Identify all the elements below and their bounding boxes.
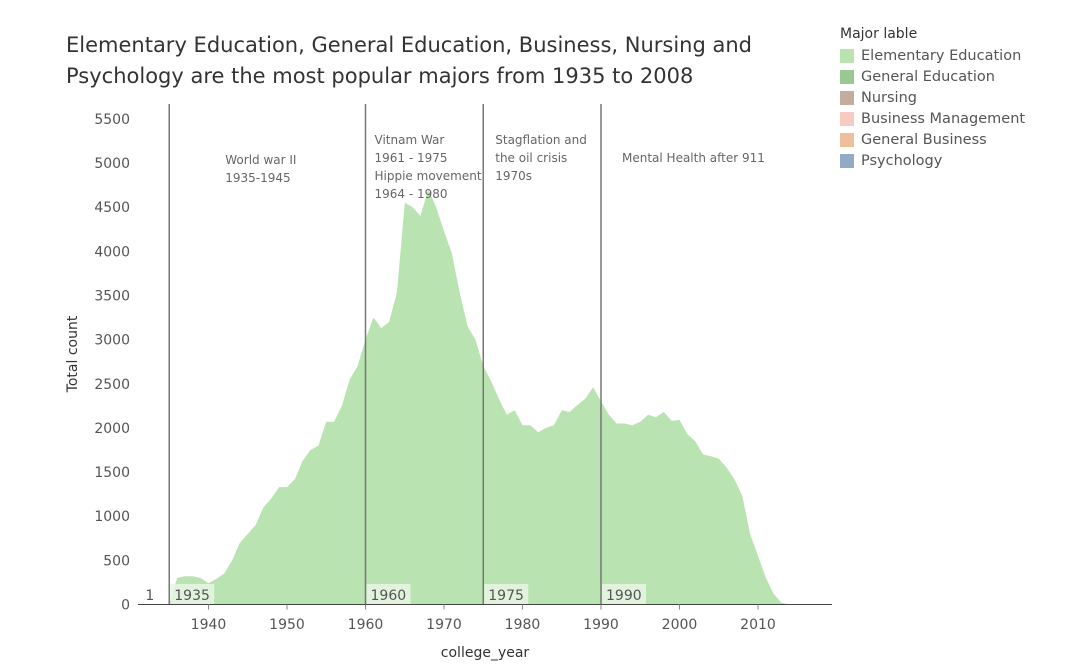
y-tick-label: 3000 [94,333,130,349]
reference-line-label-box [366,584,411,604]
y-tick-label: 5000 [94,156,130,172]
reference-annotation-line: 1964 - 1980 [375,187,448,201]
legend-label: General Education [861,68,995,85]
reference-line-label: 1935 [174,588,210,604]
legend-swatch [840,90,854,105]
area-layer [169,189,790,605]
reference-annotation-line: World war II [225,153,296,167]
y-tick-label: 500 [103,553,130,569]
x-tick-label: 2000 [662,617,698,633]
y-tick-label: 0 [121,598,130,614]
reference-line-label: 1990 [606,588,642,604]
y-tick-label: 1500 [94,465,130,481]
legend-swatch [840,132,854,147]
y-tick-label: 5500 [94,112,130,128]
legend-item[interactable]: Elementary Education [840,45,1025,66]
reference-annotation-line: 1961 - 1975 [375,151,448,165]
chart-title-line-2: Psychology are the most popular majors f… [66,64,694,88]
y-tick-label: 1000 [94,509,130,525]
legend-label: Psychology [861,152,943,169]
y-tick-label: 4500 [94,200,130,216]
reference-annotation-line: Hippie movement [375,169,482,183]
x-tick-label: 1970 [426,617,462,633]
y-tick-label: 2000 [94,421,130,437]
legend-label: General Business [861,131,987,148]
legend-label: Elementary Education [861,47,1022,64]
reference-line-label: 1960 [371,588,407,604]
reference-annotation-line: Mental Health after 911 [622,151,765,165]
reference-annotation-line: 1935-1945 [225,171,290,185]
reference-annotation-line: Vitnam War [375,133,445,147]
x-tick-label: 1950 [269,617,305,633]
x-axis-title: college_year [441,645,530,661]
reference-line-label: 1975 [488,588,524,604]
x-tick-label: 2010 [740,617,776,633]
legend-items: Elementary Education General Education Nur… [840,45,1025,171]
annotations: 1 [145,588,154,604]
value-annotation: 1 [145,588,154,604]
legend-item[interactable]: Business Management [840,108,1025,129]
legend-item[interactable]: Psychology [840,150,1025,171]
y-axis-title: Total count [65,315,81,393]
x-tick-label: 1980 [505,617,541,633]
legend-label: Business Management [861,110,1026,127]
legend-item[interactable]: General Education [840,66,1025,87]
reference-line-label-box [602,584,646,604]
reference-annotation-line: 1970s [495,169,532,183]
legend-swatch [840,48,854,63]
reference-lines: 1935 World war II 1935-1945 1960 Vitnam War 1… [168,104,765,605]
y-tick-label: 2500 [94,377,130,393]
reference-line-label-box [484,584,529,604]
legend-swatch [840,111,854,126]
legend: Major lable Elementary Education General … [840,26,1025,171]
reference-line-label-box [170,584,215,604]
legend-item[interactable]: Nursing [840,87,1025,108]
legend-swatch [840,153,854,168]
y-tick-label: 3500 [94,288,130,304]
axes: 1940 1950 1960 1970 1980 1990 2000 2010 0 500 1000… [65,112,832,661]
legend-title: Major lable [840,26,918,42]
reference-annotation-line: the oil crisis [495,151,567,165]
reference-annotation-line: Stagflation and [495,133,587,147]
chart-title: Elementary Education, General Education,… [66,30,806,92]
chart-title-line-1: Elementary Education, General Education,… [66,33,752,57]
x-tick-label: 1960 [348,617,384,633]
x-tick-label: 1940 [191,617,227,633]
legend-item[interactable]: General Business [840,129,1025,150]
series-area [169,189,790,605]
x-tick-label: 1990 [583,617,619,633]
legend-label: Nursing [861,89,917,106]
y-tick-label: 4000 [94,244,130,260]
legend-swatch [840,69,854,84]
